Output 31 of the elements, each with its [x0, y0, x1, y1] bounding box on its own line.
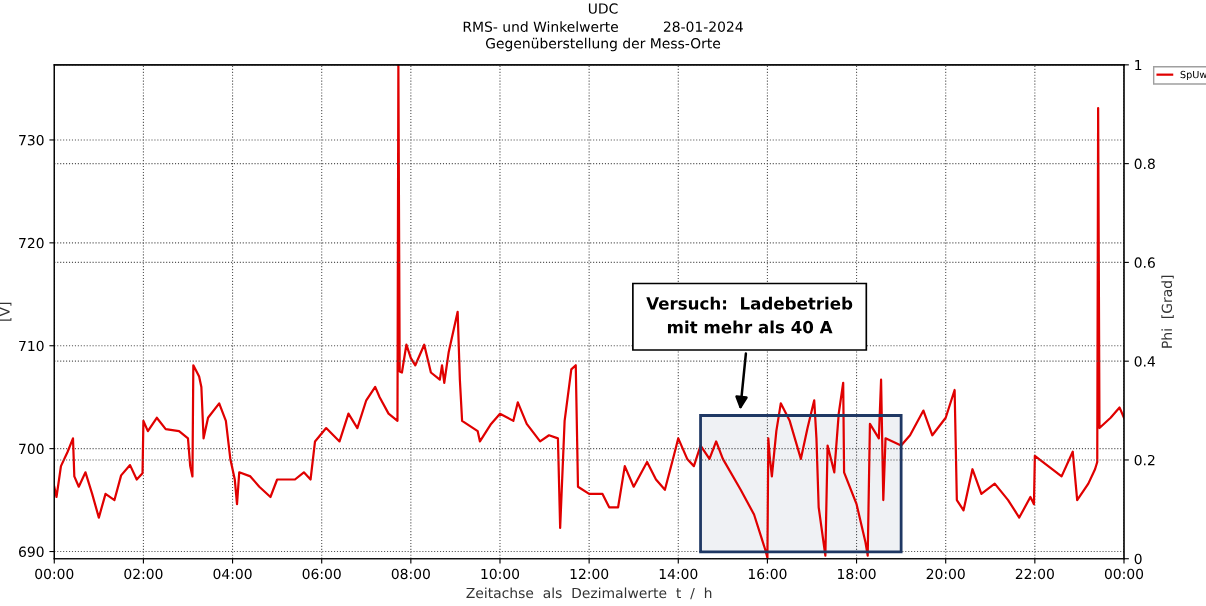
chart-title: UDC — [588, 3, 618, 14]
x-tick-label: 00:00 — [1104, 568, 1144, 580]
y2-tick-label: 1 — [1135, 59, 1142, 71]
x-tick-label: 08:00 — [391, 568, 430, 580]
y2-tick-label: 0.8 — [1134, 158, 1155, 170]
x-tick-label: 18:00 — [838, 568, 876, 580]
x-tick-label: 22:00 — [1015, 568, 1054, 580]
chart-subtitle: RMS- und Winkelwerte 28-01-2024 Gegenüberstellung der Mess-Orte — [463, 21, 743, 52]
x-tick-label: 04:00 — [213, 568, 252, 580]
y-tick-label: 690 — [19, 546, 44, 557]
y-tick-label: 710 — [19, 340, 44, 352]
y2-tick-label: 0.2 — [1134, 454, 1155, 466]
y2-tick-label: 0.4 — [1134, 356, 1156, 367]
x-tick-label: 20:00 — [926, 568, 965, 580]
x-tick-label: 06:00 — [302, 568, 341, 580]
x-tick-label: 10:00 — [481, 568, 520, 580]
y2-axis-title: Phi [Grad] — [1161, 275, 1174, 348]
y2-tick-label: 0.6 — [1134, 257, 1155, 268]
x-tick-label: 02:00 — [124, 568, 163, 580]
x-tick-label: 16:00 — [748, 568, 787, 580]
legend-label: SpUw — [1180, 70, 1206, 81]
y-tick-label: 700 — [19, 443, 44, 455]
x-axis-title: Zeitachse als Dezimalwerte t / h — [466, 587, 712, 600]
x-tick-label: 00:00 — [35, 568, 74, 580]
x-tick-label: 14:00 — [659, 568, 698, 580]
annotation: Versuch: Ladebetrieb mit mehr als 40 A — [646, 296, 853, 334]
x-tick-label: 12:00 — [570, 568, 609, 580]
y-tick-label: 730 — [19, 134, 44, 146]
y-tick-label: 720 — [19, 237, 44, 249]
y-axis-title: [V] — [0, 302, 12, 321]
y2-tick-label: 0 — [1134, 553, 1142, 565]
